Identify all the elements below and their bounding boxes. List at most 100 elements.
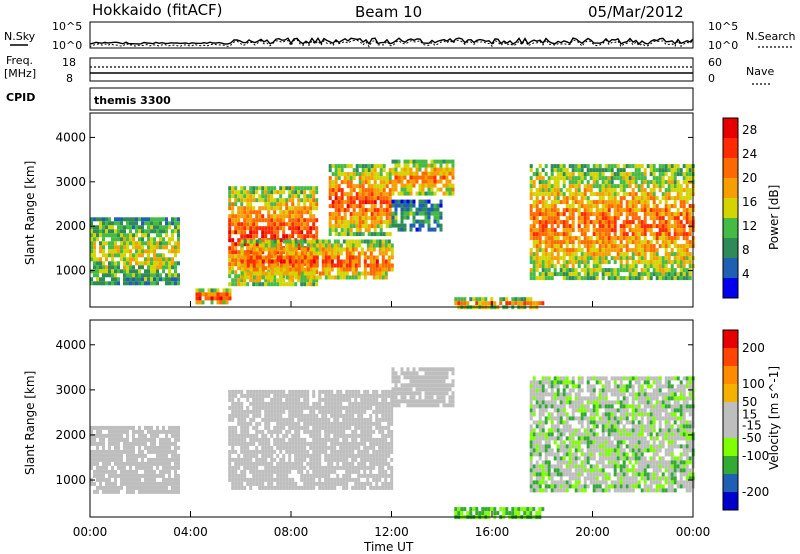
scatter-cell-2: [312, 186, 316, 191]
scatter-cell-2: [297, 246, 301, 251]
scatter-cell-0: [102, 433, 105, 438]
scatter-cell-4: [385, 232, 389, 237]
scatter-cell-3: [372, 267, 376, 272]
scatter-cell-5: [448, 171, 452, 176]
scatter-cell-1: [300, 465, 304, 470]
scatter-cell-0: [102, 225, 105, 230]
scatter-cell-0: [159, 273, 162, 278]
scatter-cell-1: [288, 405, 292, 410]
scatter-cell-8: [613, 272, 617, 277]
scatter-cell-8: [565, 276, 569, 281]
scatter-cell-8: [661, 268, 665, 273]
scatter-cell-0: [147, 229, 150, 234]
scatter-cell-0: [108, 233, 111, 238]
scatter-cell-1: [267, 405, 271, 410]
scatter-cell-1: [309, 405, 313, 410]
scatter-cell-1: [240, 401, 244, 406]
scatter-cell-8: [676, 224, 680, 229]
scatter-cell-8: [670, 276, 674, 281]
scatter-cell-8: [538, 172, 542, 177]
scatter-cell-1: [288, 465, 292, 470]
scatter-cell-7: [520, 297, 524, 302]
scatter-cell-1: [378, 473, 382, 478]
scatter-cell-4: [388, 220, 392, 225]
scatter-cell-0: [105, 477, 108, 482]
scatter-cell-1: [381, 397, 385, 402]
scatter-cell-1: [234, 425, 238, 430]
scatter-cell-0: [141, 453, 144, 458]
scatter-cell-8: [541, 180, 545, 185]
scatter-cell-8: [559, 200, 563, 205]
scatter-cell-0: [171, 265, 174, 270]
scatter-cell-2: [267, 226, 271, 231]
scatter-cell-8: [655, 208, 659, 213]
scatter-cell-1: [213, 296, 217, 301]
scatter-cell-4: [340, 180, 344, 185]
scatter-cell-8: [664, 256, 668, 261]
scatter-cell-8: [625, 208, 629, 213]
scatter-cell-8: [631, 164, 635, 169]
scatter-cell-7: [508, 301, 512, 306]
scatter-cell-6: [430, 211, 434, 216]
scatter-cell-1: [291, 485, 295, 490]
scatter-cell-1: [261, 437, 265, 442]
scatter-cell-4: [355, 172, 359, 177]
scatter-cell-3: [249, 239, 253, 244]
scatter-cell-8: [658, 228, 662, 233]
scatter-cell-8: [574, 196, 578, 201]
scatter-cell-6: [415, 211, 419, 216]
scatter-cell-3: [285, 259, 289, 264]
scatter-cell-8: [625, 192, 629, 197]
scatter-cell-3: [381, 275, 385, 280]
scatter-cell-8: [532, 256, 536, 261]
scatter-cell-1: [318, 421, 322, 426]
scatter-cell-2: [243, 218, 247, 223]
scatter-cell-0: [93, 481, 96, 486]
scatter-cell-3: [360, 247, 364, 252]
scatter-cell-8: [565, 224, 569, 229]
scatter-cell-8: [559, 212, 563, 217]
scatter-cell-1: [291, 425, 295, 430]
scatter-cell-8: [550, 256, 554, 261]
scatter-cell-1: [351, 485, 355, 490]
scatter-cell-8: [544, 204, 548, 209]
scatter-cell-1: [264, 405, 268, 410]
scatter-cell-8: [574, 200, 578, 205]
scatter-cell-5: [427, 175, 431, 180]
scatter-cell-0: [141, 237, 144, 242]
scatter-cell-8: [544, 172, 548, 177]
scatter-cell-8: [616, 244, 620, 249]
scatter-cell-8: [580, 248, 584, 253]
scatter-cell-1: [258, 461, 262, 466]
scatter-cell-1: [279, 429, 283, 434]
scatter-cell-1: [363, 401, 367, 406]
scatter-cell-2: [291, 202, 295, 207]
scatter-cell-8: [586, 240, 590, 245]
scatter-cell-1: [294, 421, 298, 426]
scatter-cell-2: [279, 242, 283, 247]
scatter-cell-0: [129, 453, 132, 458]
scatter-cell-8: [541, 188, 545, 193]
scatter-cell-2: [288, 234, 292, 239]
scatter-cell-2: [291, 210, 295, 215]
scatter-cell-1: [195, 296, 199, 301]
scatter-cell-1: [264, 389, 268, 394]
scatter-cell-0: [171, 481, 174, 486]
scatter-cell-1: [342, 461, 346, 466]
scatter-cell-3: [366, 271, 370, 276]
scatter-cell-8: [673, 240, 677, 245]
scatter-cell-8: [592, 252, 596, 257]
scatter-cell-8: [628, 212, 632, 217]
scatter-cell-8: [565, 204, 569, 209]
scatter-cell-8: [679, 184, 683, 189]
scatter-cell-0: [117, 217, 120, 222]
scatter-cell-8: [535, 212, 539, 217]
scatter-cell-2: [273, 274, 277, 279]
scatter-cell-0: [129, 225, 132, 230]
scatter-cell-8: [664, 164, 668, 169]
scatter-cell-4: [385, 212, 389, 217]
scatter-cell-2: [288, 282, 292, 287]
scatter-cell-5: [442, 191, 446, 196]
scatter-cell-1: [237, 481, 241, 486]
